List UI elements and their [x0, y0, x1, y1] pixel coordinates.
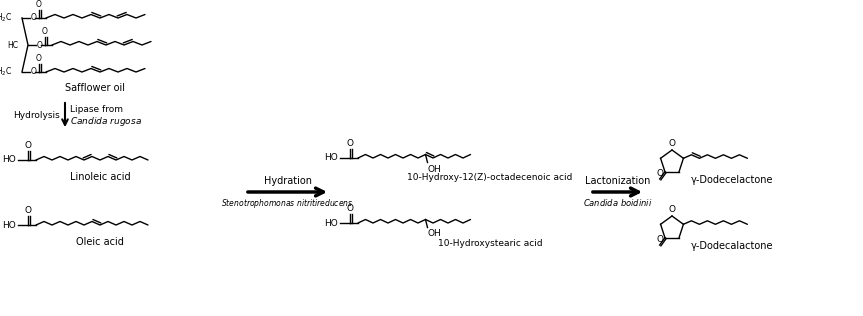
Text: $\it{Candida\ rugosa}$: $\it{Candida\ rugosa}$ [70, 116, 142, 129]
Text: O: O [36, 0, 42, 9]
Text: $\it{Stenotrophomonas\ nitritireducens}$: $\it{Stenotrophomonas\ nitritireducens}$ [221, 197, 354, 210]
Text: 10-Hydroxystearic acid: 10-Hydroxystearic acid [438, 239, 542, 247]
Text: O: O [42, 27, 48, 36]
Text: OH: OH [427, 165, 441, 173]
Text: O: O [656, 235, 663, 244]
Text: HO: HO [3, 221, 16, 229]
Text: O: O [31, 14, 37, 22]
Text: O: O [669, 205, 676, 214]
Text: O: O [37, 40, 43, 50]
Text: H$_2$C: H$_2$C [0, 12, 12, 24]
Text: O: O [36, 54, 42, 63]
Text: 10-Hydroxy-12(Z)-octadecenoic acid: 10-Hydroxy-12(Z)-octadecenoic acid [407, 173, 573, 183]
Text: $\it{Candida\ boidinii}$: $\it{Candida\ boidinii}$ [583, 198, 652, 209]
Text: HO: HO [3, 155, 16, 165]
Text: O: O [669, 139, 676, 148]
Text: HO: HO [324, 154, 338, 162]
Text: Lactonization: Lactonization [585, 176, 650, 186]
Text: O: O [24, 141, 32, 150]
Text: γ-Dodecalactone: γ-Dodecalactone [690, 241, 773, 251]
Text: O: O [656, 169, 663, 178]
Text: O: O [347, 204, 354, 213]
Text: H$_2$C: H$_2$C [0, 66, 12, 78]
Text: O: O [347, 139, 354, 148]
Text: Safflower oil: Safflower oil [65, 83, 125, 93]
Text: Hydrolysis: Hydrolysis [13, 111, 60, 119]
Text: Oleic acid: Oleic acid [76, 237, 124, 247]
Text: O: O [31, 68, 37, 76]
Text: Linoleic acid: Linoleic acid [70, 172, 130, 182]
Text: HC: HC [7, 40, 18, 50]
Text: O: O [24, 206, 32, 215]
Text: Lipase from: Lipase from [70, 106, 126, 114]
Text: OH: OH [427, 229, 441, 239]
Text: γ-Dodecelactone: γ-Dodecelactone [690, 175, 773, 185]
Text: HO: HO [324, 218, 338, 228]
Text: Hydration: Hydration [263, 176, 312, 186]
